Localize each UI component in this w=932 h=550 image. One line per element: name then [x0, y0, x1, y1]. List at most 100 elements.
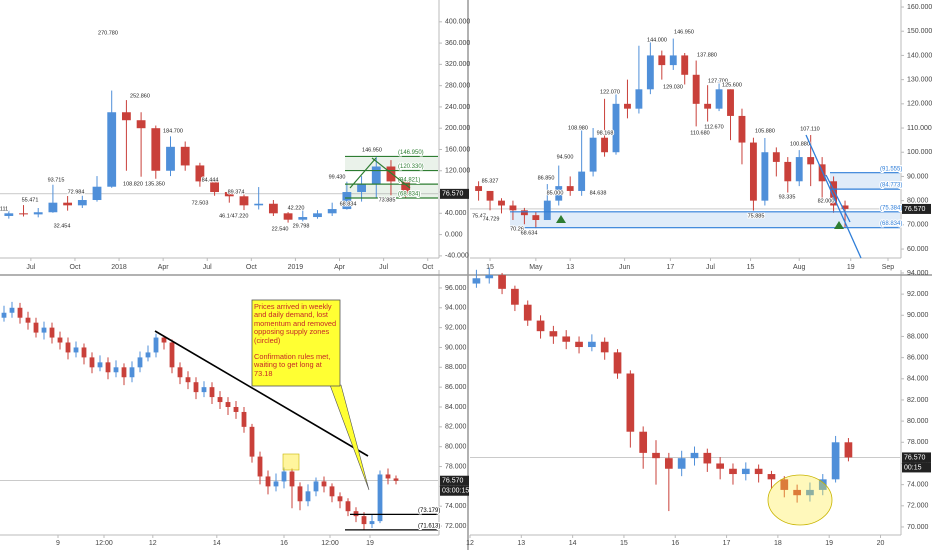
- candle-body: [612, 103, 620, 153]
- candle-body: [33, 212, 43, 215]
- countdown-label: 00:15: [904, 464, 922, 471]
- price-annotation: 72.503: [192, 200, 209, 206]
- y-tick-label: 94.000: [907, 270, 929, 277]
- y-tick-label: 60.000: [907, 246, 929, 253]
- y-tick-label: 240.000: [445, 104, 470, 111]
- candle-body: [48, 202, 58, 213]
- price-annotation: 125.600: [722, 82, 742, 88]
- callout-box: [251, 299, 341, 387]
- candle-body: [715, 89, 723, 109]
- candle-body: [357, 184, 366, 193]
- candle-body: [105, 362, 111, 373]
- candle-body: [371, 166, 381, 185]
- last-price-label: 76.570: [442, 478, 464, 485]
- candle-body: [298, 217, 308, 220]
- candle-body: [575, 341, 583, 348]
- price-annotation: 144.000: [647, 37, 667, 43]
- candle-body: [92, 186, 102, 201]
- price-annotation: 85.000: [547, 190, 564, 196]
- countdown-label: 03:00:15: [442, 488, 469, 495]
- x-tick-label: 17: [723, 540, 731, 547]
- y-tick-label: 88.000: [907, 333, 929, 340]
- candle-body: [780, 479, 789, 490]
- candle-body: [831, 442, 840, 480]
- x-tick-label: Sep: [882, 264, 895, 271]
- candle-body: [646, 55, 654, 90]
- candle-body: [386, 166, 396, 182]
- y-tick-label: 70.000: [907, 222, 929, 229]
- callout-line: Confirmation rules met, waiting to get l…: [254, 352, 331, 378]
- candle-body: [754, 468, 763, 475]
- price-annotation: 42.220: [288, 205, 305, 211]
- candle-body: [321, 481, 327, 487]
- candle-body: [9, 307, 15, 313]
- candle-body: [161, 337, 167, 343]
- candle-body: [703, 452, 712, 464]
- level-label: (84.773): [880, 183, 902, 189]
- candle-body: [841, 205, 849, 209]
- candle-body: [401, 181, 411, 194]
- last-price-tag: [440, 475, 469, 486]
- x-tick-label: 16: [671, 540, 679, 547]
- candle-body: [249, 426, 255, 457]
- level-label: (94.821): [398, 178, 420, 184]
- candle-body: [626, 373, 635, 432]
- candle-body: [749, 142, 757, 201]
- price-annotation: 146.950: [674, 29, 694, 35]
- x-tick-label: 15: [486, 264, 494, 271]
- candle-body: [217, 397, 223, 403]
- candle-body: [520, 210, 528, 216]
- candle-body: [201, 387, 207, 393]
- trend-line: [154, 330, 369, 457]
- callout-line: Prices arrived in weekly and daily deman…: [254, 302, 337, 345]
- price-annotation: 29.798: [293, 223, 310, 229]
- candle-body: [377, 474, 383, 522]
- price-annotation: 99.430: [329, 174, 346, 180]
- candle-body: [193, 382, 199, 393]
- candle-body: [337, 496, 343, 502]
- y-tick-label: 90.000: [907, 312, 929, 319]
- price-annotation: 270.780: [98, 30, 118, 36]
- x-tick-label: Jul: [706, 264, 715, 271]
- x-tick-label: 12:00: [321, 540, 339, 547]
- candle-body: [121, 112, 131, 121]
- candle-body: [704, 103, 712, 109]
- y-tick-label: 88.000: [445, 364, 467, 371]
- price-annotation: 129.030: [663, 84, 683, 90]
- y-tick-label: 92.000: [445, 324, 467, 331]
- y-tick-label: 78.000: [907, 439, 929, 446]
- candle-body: [681, 55, 689, 75]
- candle-body: [729, 468, 737, 475]
- price-annotation: 127.700: [708, 78, 728, 84]
- candle-body: [265, 476, 271, 487]
- trend-line: [825, 174, 851, 223]
- last-price-label: 76.570: [904, 454, 926, 461]
- level-label: (68.834): [398, 192, 420, 198]
- level-label: (91.555): [880, 166, 902, 172]
- x-tick-label: 14: [569, 540, 577, 547]
- candle-body: [523, 304, 532, 321]
- y-tick-label: 72.000: [445, 523, 467, 530]
- candle-body: [89, 357, 95, 368]
- candle-body: [129, 367, 135, 378]
- candle-body: [121, 367, 127, 378]
- y-tick-label: 84.000: [445, 404, 467, 411]
- candle-body: [385, 474, 391, 479]
- candle-body: [692, 74, 700, 104]
- candle-body: [136, 120, 146, 129]
- price-annotation: 107.110: [800, 126, 819, 132]
- candle-body: [669, 55, 677, 66]
- candle-body: [536, 320, 545, 332]
- x-tick-label: 14: [213, 540, 221, 547]
- x-tick-label: 16: [280, 540, 288, 547]
- y-tick-label: 80.000: [907, 197, 929, 204]
- y-tick-label: 120.000: [445, 168, 470, 175]
- candle-body: [225, 402, 231, 408]
- candle-body: [727, 89, 734, 116]
- y-tick-label: 82.000: [445, 424, 467, 431]
- candle-body: [555, 186, 563, 201]
- candle-body: [393, 478, 399, 481]
- x-tick-label: Oct: [246, 264, 257, 271]
- y-tick-label: 90.000: [445, 344, 467, 351]
- candle-body: [19, 213, 28, 215]
